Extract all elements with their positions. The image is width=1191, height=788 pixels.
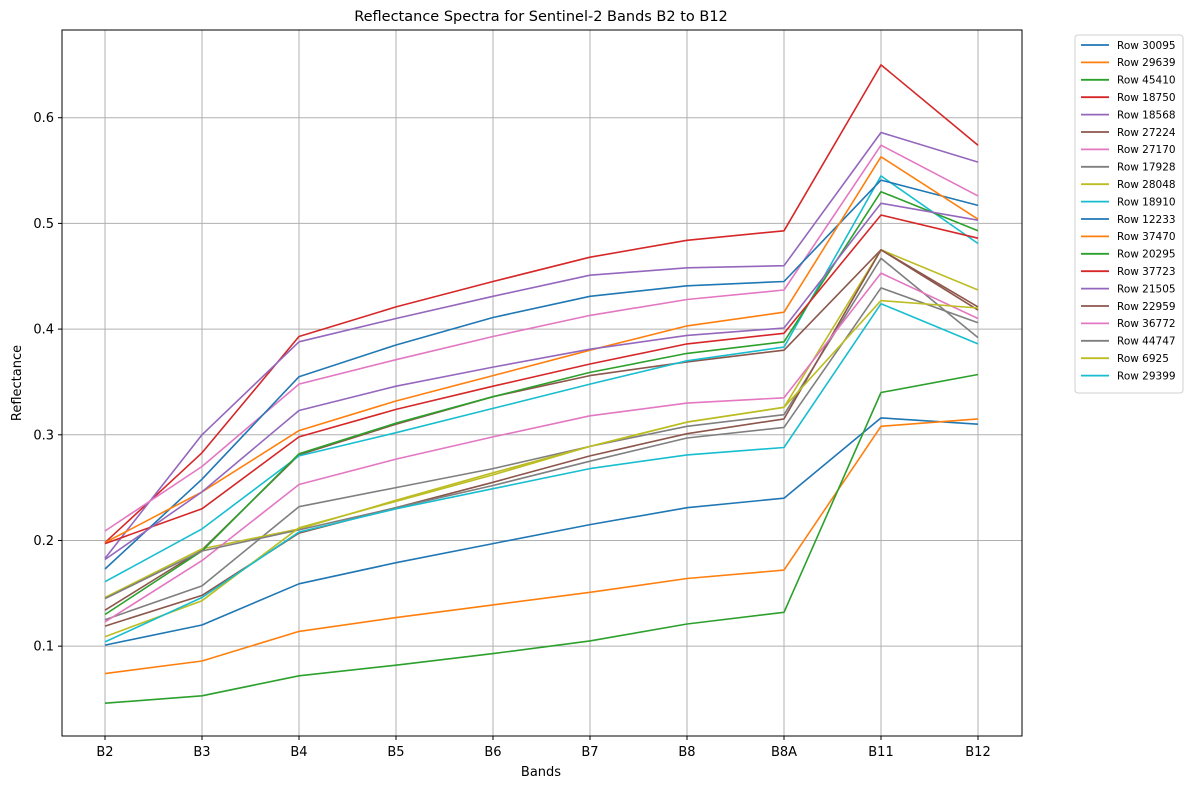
x-tick-label: B8 [678,745,695,760]
y-tick-label: 0.6 [33,111,54,126]
legend-label: Row 29399 [1117,370,1176,382]
legend-label: Row 27170 [1117,144,1176,156]
x-axis: B2 B3 B4 B5 B6 B7 B8 B8A B11 B12 [96,736,991,760]
legend-label: Row 29639 [1117,57,1176,69]
legend-item: Row 21505 [1081,283,1176,295]
legend-item: Row 28048 [1081,179,1176,191]
legend-item: Row 6925 [1081,353,1169,365]
legend-label: Row 44747 [1117,336,1176,348]
legend-label: Row 45410 [1117,75,1176,87]
series-line [104,64,979,544]
y-axis: 0.1 0.2 0.3 0.4 0.5 0.6 [33,111,62,655]
series-lines [104,64,979,704]
y-tick-label: 0.2 [33,534,54,549]
y-axis-title: Reflectance [10,345,25,421]
legend-item: Row 20295 [1081,249,1176,261]
series-line [104,202,979,561]
x-tick-label: B6 [484,745,501,760]
series-line [104,272,979,623]
legend-item: Row 12233 [1081,214,1176,226]
x-tick-label: B2 [96,745,113,760]
legend-label: Row 6925 [1117,353,1169,365]
legend-label: Row 28048 [1117,179,1176,191]
legend-item: Row 22959 [1081,301,1176,313]
series-line [104,417,979,646]
series-line [104,257,979,621]
x-tick-label: B7 [581,745,598,760]
legend-label: Row 20295 [1117,249,1176,261]
legend-item: Row 18910 [1081,196,1176,208]
series-line [104,179,979,570]
legend-item: Row 18568 [1081,109,1176,121]
legend-item: Row 27170 [1081,144,1176,156]
legend-item: Row 29399 [1081,370,1176,382]
legend-item: Row 44747 [1081,336,1176,348]
legend-item: Row 37470 [1081,231,1176,243]
legend-box [1074,34,1184,394]
legend-item: Row 18750 [1081,92,1176,104]
y-tick-label: 0.1 [33,640,54,655]
legend-label: Row 27224 [1117,127,1176,139]
y-tick-label: 0.4 [33,323,54,338]
series-line [104,156,979,544]
series-line [104,373,979,704]
legend-item: Row 30095 [1081,40,1176,52]
plot-area-frame [61,29,1023,737]
legend: Row 30095 Row 29639 Row 45410 Row 18750 Row … [1074,34,1184,394]
legend-label: Row 17928 [1117,162,1176,174]
series-line [104,131,979,559]
x-tick-label: B4 [290,745,307,760]
x-tick-label: B5 [387,745,404,760]
x-tick-label: B8A [771,745,797,760]
y-tick-label: 0.5 [33,217,54,232]
series-line [104,249,979,599]
legend-label: Row 37723 [1117,266,1176,278]
legend-label: Row 30095 [1117,40,1176,52]
series-line [104,144,979,532]
legend-item: Row 29639 [1081,57,1176,69]
legend-label: Row 37470 [1117,231,1176,243]
x-tick-label: B12 [965,745,990,760]
legend-label: Row 12233 [1117,214,1176,226]
legend-item: Row 36772 [1081,318,1176,330]
series-line [104,302,979,643]
legend-label: Row 18568 [1117,109,1176,121]
legend-label: Row 21505 [1117,283,1176,295]
legend-item: Row 17928 [1081,162,1176,174]
legend-label: Row 22959 [1117,301,1176,313]
legend-label: Row 18910 [1117,196,1176,208]
chart-title: Reflectance Spectra for Sentinel-2 Bands… [354,9,728,25]
y-tick-label: 0.3 [33,428,54,443]
legend-item: Row 27224 [1081,127,1176,139]
series-line [104,214,979,545]
legend-item: Row 45410 [1081,75,1176,87]
legend-label: Row 36772 [1117,318,1176,330]
series-line [104,287,979,600]
x-axis-title: Bands [521,765,561,780]
series-line [104,418,979,675]
series-line [104,175,979,583]
legend-label: Row 18750 [1117,92,1176,104]
x-tick-label: B3 [193,745,210,760]
legend-item: Row 37723 [1081,266,1176,278]
x-tick-label: B11 [868,745,893,760]
